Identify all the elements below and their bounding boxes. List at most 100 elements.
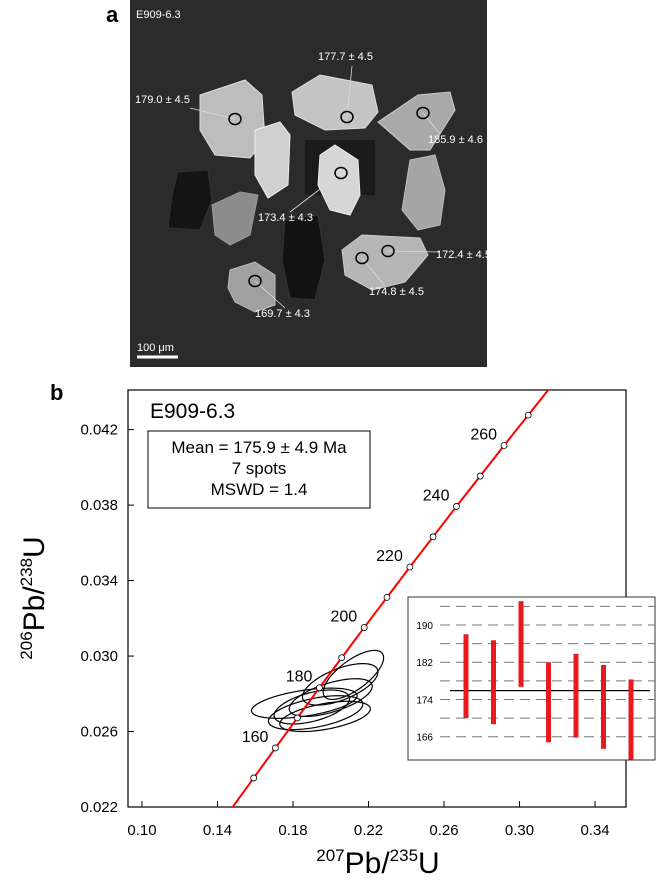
age-label: 260 xyxy=(470,426,497,443)
panel-label: a xyxy=(106,2,119,27)
y-tick-label: 0.042 xyxy=(80,422,118,439)
x-tick-label: 0.18 xyxy=(278,822,307,839)
spot xyxy=(228,112,242,126)
sample-label: E909-6.3 xyxy=(150,400,235,423)
age-label: 200 xyxy=(330,609,357,626)
error-ellipse xyxy=(301,663,379,706)
label-text: Pb/ xyxy=(18,586,51,632)
x-tick-label: 0.10 xyxy=(127,822,156,839)
curve-extension xyxy=(527,390,550,416)
label-text: U xyxy=(418,847,440,880)
leader-line xyxy=(387,250,441,253)
age-label: 240 xyxy=(423,487,450,504)
y-tick-label: 182 xyxy=(416,658,433,669)
spot xyxy=(340,110,354,124)
spot-age: 179.0 ± 4.5 xyxy=(135,94,190,106)
age-marker xyxy=(406,563,414,571)
age-marker xyxy=(429,533,437,541)
inset-frame xyxy=(407,596,656,761)
age-marker xyxy=(316,684,323,692)
grain xyxy=(227,261,276,313)
age-marker xyxy=(500,442,508,449)
grain xyxy=(167,169,213,231)
x-axis-label: 207Pb/235U xyxy=(316,846,439,880)
x-tick-label: 0.26 xyxy=(429,822,458,839)
error-bar xyxy=(546,662,551,743)
panel-label: b xyxy=(50,380,63,405)
age-marker xyxy=(453,503,460,510)
spot-age: 172.4 ± 4.5 xyxy=(436,249,491,261)
error-ellipse xyxy=(322,649,385,701)
age-label: 220 xyxy=(376,548,403,565)
spot-age: 177.7 ± 4.5 xyxy=(318,51,373,63)
y-tick-label: 166 xyxy=(416,733,433,744)
spot-age: 173.4 ± 4.3 xyxy=(258,212,313,224)
grain xyxy=(341,234,429,291)
error-bar xyxy=(491,640,496,725)
y-axis-label: 206Pb/238U xyxy=(17,536,51,659)
age-marker xyxy=(250,774,258,782)
y-tick-label: 0.034 xyxy=(80,573,118,590)
age-label: 180 xyxy=(286,669,313,686)
leader-line xyxy=(422,112,441,135)
grain xyxy=(377,91,456,151)
y-tick-label: 0.022 xyxy=(80,799,118,816)
label-sup: 235 xyxy=(390,846,418,865)
label-sup: 207 xyxy=(316,846,344,865)
x-tick-label: 0.34 xyxy=(580,822,609,839)
leader-line xyxy=(289,172,342,213)
label-text: Pb/ xyxy=(345,847,391,880)
error-ellipse xyxy=(273,689,351,725)
error-bar xyxy=(601,664,606,749)
grain xyxy=(291,74,379,131)
grain xyxy=(211,191,259,246)
plot-area xyxy=(231,390,550,807)
grain xyxy=(401,154,446,231)
y-tick-label: 0.030 xyxy=(80,648,118,665)
label-sup: 206 xyxy=(17,631,36,659)
label-sup: 238 xyxy=(17,558,36,586)
age-label: 160 xyxy=(242,729,269,746)
age-marker xyxy=(338,654,346,662)
spot xyxy=(334,166,348,180)
error-ellipse xyxy=(288,678,373,718)
error-ellipse xyxy=(267,695,364,731)
x-tick-label: 0.14 xyxy=(203,822,232,839)
spot-age: 169.7 ± 4.3 xyxy=(255,308,310,320)
spot xyxy=(355,251,369,265)
image-sample: E909-6.3 xyxy=(136,9,181,21)
error-bar xyxy=(463,634,469,719)
x-tick-label: 0.22 xyxy=(354,822,383,839)
stats-line: MSWD = 1.4 xyxy=(211,480,308,499)
cl-image: E909-6.3 100 μm 179.0 ± 4.5 177.7 ± 4.5 18… xyxy=(130,0,491,367)
stats-box xyxy=(147,430,371,509)
stats-line: Mean = 175.9 ± 4.9 Ma xyxy=(171,438,347,457)
error-bar xyxy=(518,601,524,687)
y-tick-label: 0.038 xyxy=(80,497,118,514)
error-bar xyxy=(573,653,579,738)
spot-age: 174.8 ± 4.5 xyxy=(369,286,424,298)
age-marker xyxy=(476,472,484,480)
overlay: 0.10 0.14 0.18 0.22 0.26 0.30 0.34 0.022 0.026 0.… xyxy=(80,422,656,839)
spot xyxy=(248,274,262,288)
y-tick-label: 0.026 xyxy=(80,724,118,741)
leader-line xyxy=(189,107,236,120)
spot xyxy=(416,106,430,120)
age-marker xyxy=(272,744,279,752)
age-marker xyxy=(360,624,368,631)
spot-age: 185.9 ± 4.6 xyxy=(428,134,483,146)
grain xyxy=(281,214,326,301)
error-bar xyxy=(628,679,634,760)
curve-extension xyxy=(231,777,255,807)
age-marker xyxy=(383,593,391,601)
grain xyxy=(254,121,291,199)
error-ellipse xyxy=(279,700,371,733)
age-marker xyxy=(524,411,532,419)
error-ellipse xyxy=(250,687,358,719)
y-tick-label: 174 xyxy=(416,695,433,706)
age-marker xyxy=(293,714,301,722)
spot xyxy=(381,244,395,258)
x-tick-label: 0.30 xyxy=(505,822,534,839)
y-tick-label: 190 xyxy=(416,621,433,632)
